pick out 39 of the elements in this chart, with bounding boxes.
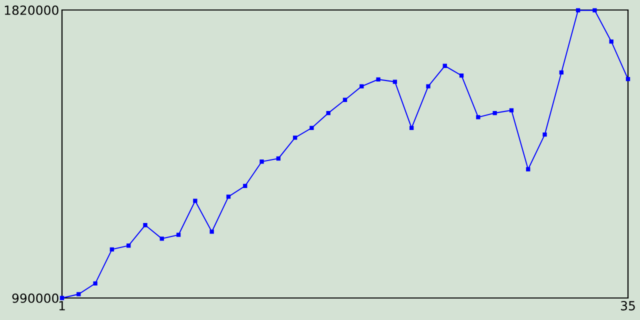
point xyxy=(226,194,231,199)
point xyxy=(376,77,380,82)
point xyxy=(609,39,614,44)
point xyxy=(60,296,64,300)
point xyxy=(160,236,164,241)
point xyxy=(542,132,547,137)
point xyxy=(559,70,564,75)
x-tick-label: 1 xyxy=(59,301,65,310)
point xyxy=(509,108,514,112)
point xyxy=(292,136,298,140)
point xyxy=(310,126,314,130)
point xyxy=(526,167,530,172)
point xyxy=(426,84,430,88)
point xyxy=(360,84,364,88)
point xyxy=(459,73,464,78)
point xyxy=(626,76,630,82)
point xyxy=(442,64,447,68)
point xyxy=(342,98,348,102)
point xyxy=(93,281,98,286)
point xyxy=(243,184,248,188)
point xyxy=(276,156,280,161)
point xyxy=(176,232,181,237)
y-tick-label: 1820000 xyxy=(4,5,58,15)
point xyxy=(592,8,597,12)
point xyxy=(126,244,131,248)
point xyxy=(210,230,214,234)
point xyxy=(110,247,114,252)
point xyxy=(143,223,148,228)
point xyxy=(576,8,580,12)
x-tick-label: 35 xyxy=(621,301,635,310)
y-tick-label: 990000 xyxy=(12,293,58,303)
point xyxy=(476,115,480,120)
point xyxy=(410,126,414,130)
point xyxy=(492,110,497,116)
point xyxy=(193,198,198,203)
point xyxy=(76,292,81,296)
point xyxy=(392,80,398,84)
point xyxy=(260,160,264,164)
point xyxy=(326,110,330,116)
